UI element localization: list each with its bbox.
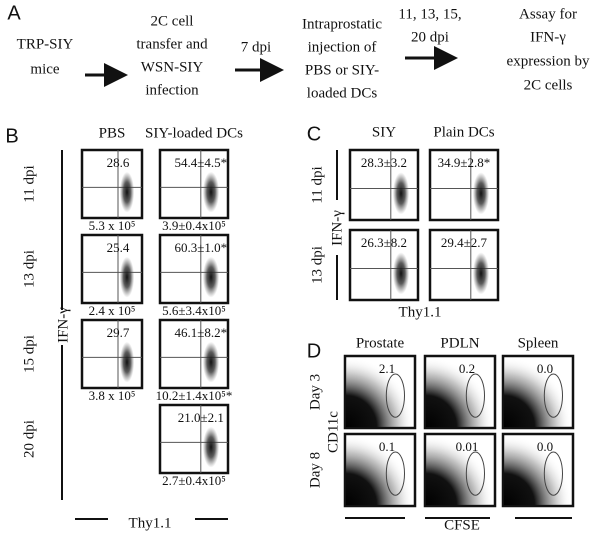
row-label: Day 8 <box>307 452 323 488</box>
cell-population <box>472 172 490 215</box>
x-axis-label: Thy1.1 <box>399 304 442 320</box>
step-text: transfer and <box>136 36 208 52</box>
percent-label: 0.1 <box>379 439 395 454</box>
percent-label: 34.9±2.8* <box>438 155 491 170</box>
step-text: WSN-SIY <box>141 59 204 75</box>
count-label: 3.9±0.4x10⁵ <box>162 218 226 233</box>
cell-density <box>426 435 494 505</box>
step-text: 2C cells <box>524 77 573 93</box>
step-text: expression by <box>507 53 590 69</box>
arrow-label: 7 dpi <box>241 39 271 55</box>
step-text: 2C cell <box>151 13 194 29</box>
y-axis-label: CD11c <box>325 411 341 453</box>
column-header: Plain DCs <box>433 124 494 140</box>
gate <box>543 373 564 418</box>
row-label: 13 dpi <box>309 246 325 284</box>
cell-population <box>202 256 220 298</box>
step-text: mice <box>30 61 59 77</box>
percent-label: 0.2 <box>459 361 475 376</box>
y-axis-label: IFN-γ <box>55 307 71 343</box>
count-label: 5.6±3.4x10⁵ <box>162 303 226 318</box>
column-header: SIY <box>372 124 396 140</box>
panel-label: C <box>307 123 321 145</box>
gate <box>385 373 405 418</box>
gate <box>465 451 485 496</box>
step-text: Intraprostatic <box>302 16 382 32</box>
row-label: 20 dpi <box>21 420 37 458</box>
count-label: 2.7±0.4x10⁵ <box>162 473 226 488</box>
percent-label: 28.3±3.2 <box>361 155 407 170</box>
count-label: 3.8 x 10⁵ <box>89 388 136 403</box>
cell-population <box>202 426 220 468</box>
row-label: 15 dpi <box>21 335 37 373</box>
gate <box>385 451 405 496</box>
cell-population <box>472 252 490 295</box>
cell-population <box>119 171 135 213</box>
column-header: Spleen <box>518 335 559 351</box>
percent-label: 0.0 <box>537 439 553 454</box>
percent-label: 60.3±1.0* <box>174 240 227 255</box>
panel-label: B <box>5 125 18 147</box>
y-axis-label: IFN-γ <box>329 210 345 246</box>
percent-label: 2.1 <box>379 361 395 376</box>
cell-density <box>426 357 494 427</box>
count-label: 5.3 x 10⁵ <box>89 218 136 233</box>
percent-label: 0.0 <box>537 361 553 376</box>
step-text: Assay for <box>519 6 577 22</box>
percent-label: 29.7 <box>107 325 130 340</box>
arrows <box>85 46 458 87</box>
panel-label: D <box>307 340 321 362</box>
step-text: infection <box>145 82 199 98</box>
row-label: 13 dpi <box>21 250 37 288</box>
percent-label: 0.01 <box>456 439 479 454</box>
step-text: IFN-γ <box>530 29 566 45</box>
cell-density <box>504 435 572 505</box>
gate <box>543 451 564 496</box>
percent-label: 25.4 <box>107 240 130 255</box>
row-label: 11 dpi <box>309 166 325 203</box>
percent-label: 29.4±2.7 <box>441 235 488 250</box>
percent-label: 54.4±4.5* <box>174 155 227 170</box>
count-label: 2.4 x 10⁵ <box>89 303 136 318</box>
percent-label: 28.6 <box>107 155 130 170</box>
step-text: loaded DCs <box>307 85 378 101</box>
column-header: SIY-loaded DCs <box>145 125 243 141</box>
x-axis-label: Thy1.1 <box>129 515 172 531</box>
cell-density <box>346 357 414 427</box>
cell-density <box>504 357 572 427</box>
cell-population <box>119 256 135 298</box>
percent-label: 21.0±2.1 <box>178 410 224 425</box>
gate <box>465 373 485 418</box>
column-header: Prostate <box>356 335 405 351</box>
cell-population <box>392 252 410 295</box>
row-label: 11 dpi <box>21 165 37 202</box>
cell-population <box>202 171 220 213</box>
panel-label: A <box>7 2 21 24</box>
arrow-label: 20 dpi <box>411 29 449 45</box>
column-header: PDLN <box>440 335 479 351</box>
step-text: TRP-SIY <box>17 36 74 52</box>
cell-density <box>346 435 414 505</box>
cell-population <box>392 172 410 215</box>
step-text: PBS or SIY- <box>305 62 379 78</box>
percent-label: 26.3±8.2 <box>361 235 407 250</box>
arrow-label: 11, 13, 15, <box>398 6 461 22</box>
percent-label: 46.1±8.2* <box>174 325 227 340</box>
row-label: Day 3 <box>307 374 323 410</box>
count-label: 10.2±1.4x10⁵* <box>156 388 233 403</box>
cell-population <box>119 341 135 383</box>
cell-population <box>202 341 220 383</box>
step-text: injection of <box>308 39 377 55</box>
column-header: PBS <box>99 125 126 141</box>
x-axis-label: CFSE <box>444 517 480 533</box>
